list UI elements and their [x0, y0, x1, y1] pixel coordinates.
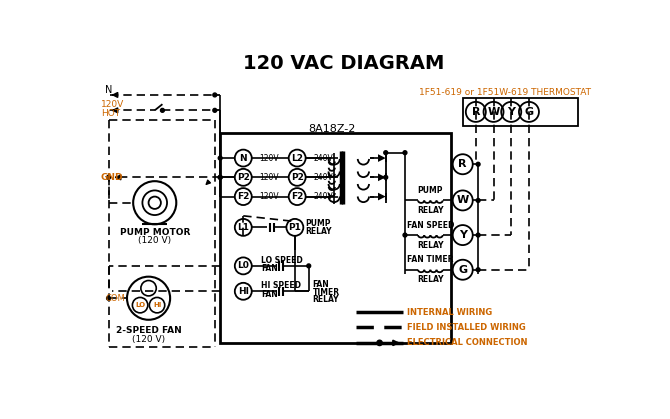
Text: P2: P2 — [237, 173, 250, 182]
Text: PUMP MOTOR: PUMP MOTOR — [119, 228, 190, 236]
Text: PUMP: PUMP — [417, 186, 443, 195]
Text: HI SPEED: HI SPEED — [261, 282, 301, 290]
Text: F2: F2 — [237, 192, 249, 201]
Text: INTERNAL WIRING: INTERNAL WIRING — [407, 308, 492, 317]
Circle shape — [476, 162, 480, 166]
Text: R: R — [472, 107, 480, 117]
Text: ELECTRICAL CONNECTION: ELECTRICAL CONNECTION — [407, 339, 527, 347]
Text: G: G — [458, 265, 467, 275]
Text: P2: P2 — [291, 173, 304, 182]
Circle shape — [161, 109, 164, 112]
Circle shape — [476, 199, 480, 202]
Text: COM: COM — [106, 294, 125, 303]
Text: 120V: 120V — [259, 173, 279, 182]
Text: 2-SPEED FAN: 2-SPEED FAN — [116, 326, 182, 335]
Text: HI: HI — [153, 302, 161, 308]
Text: FAN SPEED: FAN SPEED — [407, 220, 454, 230]
Circle shape — [307, 264, 311, 268]
Circle shape — [213, 109, 216, 112]
Text: 240V: 240V — [314, 192, 333, 201]
Polygon shape — [378, 173, 386, 181]
Polygon shape — [378, 193, 386, 200]
Circle shape — [218, 176, 222, 179]
Text: P1: P1 — [288, 223, 302, 232]
Circle shape — [403, 151, 407, 155]
Text: (120 V): (120 V) — [138, 236, 172, 245]
Text: PUMP: PUMP — [306, 219, 331, 228]
Circle shape — [213, 93, 216, 97]
Text: 120V: 120V — [259, 154, 279, 163]
Text: L0: L0 — [237, 261, 249, 270]
Circle shape — [107, 296, 111, 300]
Bar — [220, 133, 451, 343]
Text: L1: L1 — [237, 223, 249, 232]
Text: L2: L2 — [291, 154, 303, 163]
Text: TIMER: TIMER — [313, 287, 340, 297]
Polygon shape — [378, 154, 386, 162]
Circle shape — [403, 233, 407, 237]
Text: 1F51-619 or 1F51W-619 THERMOSTAT: 1F51-619 or 1F51W-619 THERMOSTAT — [419, 88, 591, 97]
Text: GND: GND — [100, 173, 123, 182]
Text: W: W — [456, 195, 469, 205]
Text: LO SPEED: LO SPEED — [261, 256, 303, 265]
Text: 120V: 120V — [259, 192, 279, 201]
Text: RELAY: RELAY — [417, 275, 444, 284]
Text: 240V: 240V — [314, 173, 333, 182]
Circle shape — [476, 268, 480, 272]
Text: F2: F2 — [291, 192, 304, 201]
Circle shape — [384, 151, 388, 155]
Text: FAN: FAN — [261, 290, 278, 299]
Text: 8A18Z-2: 8A18Z-2 — [308, 124, 356, 134]
Text: RELAY: RELAY — [313, 295, 339, 304]
Circle shape — [476, 233, 480, 237]
Text: RELAY: RELAY — [417, 206, 444, 215]
Text: Y: Y — [459, 230, 467, 240]
Text: 120 VAC DIAGRAM: 120 VAC DIAGRAM — [243, 54, 444, 73]
Text: FAN: FAN — [313, 280, 330, 289]
Circle shape — [384, 176, 388, 179]
Text: FAN: FAN — [261, 264, 278, 274]
Bar — [463, 98, 578, 126]
Circle shape — [377, 340, 383, 346]
Text: HI: HI — [238, 287, 249, 296]
Text: RELAY: RELAY — [417, 241, 444, 250]
Text: RELAY: RELAY — [306, 227, 332, 236]
Text: W: W — [487, 107, 500, 117]
Text: N: N — [105, 85, 112, 95]
Circle shape — [107, 176, 111, 179]
Text: R: R — [458, 159, 467, 169]
Text: FIELD INSTALLED WIRING: FIELD INSTALLED WIRING — [407, 323, 525, 332]
Text: 120V: 120V — [100, 101, 124, 109]
Text: FAN TIMER: FAN TIMER — [407, 255, 454, 264]
Text: 240V: 240V — [314, 154, 333, 163]
Text: Y: Y — [507, 107, 515, 117]
Text: N: N — [239, 154, 247, 163]
Circle shape — [218, 156, 222, 160]
Text: (120 V): (120 V) — [132, 334, 165, 344]
Text: LO: LO — [135, 302, 145, 308]
Text: G: G — [525, 107, 533, 117]
Text: HOT: HOT — [100, 109, 120, 118]
Circle shape — [218, 176, 222, 179]
